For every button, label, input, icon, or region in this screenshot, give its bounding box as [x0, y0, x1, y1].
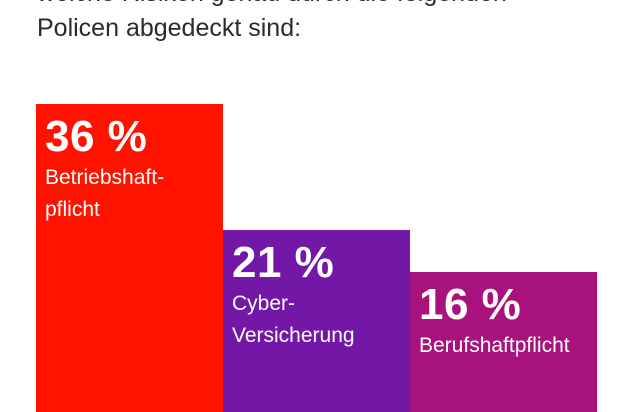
bar-category-label: Berufshaftpflicht	[419, 330, 570, 362]
bar-category-label-line: Berufshaftpflicht	[419, 334, 570, 358]
bar-value-label: 16 %	[419, 280, 522, 330]
bar-3: 16 % Berufshaftpflicht	[410, 272, 597, 412]
bar-category-label: Betriebshaft-pflicht	[45, 162, 164, 226]
bar-2: 21 % Cyber- Versicherung	[223, 230, 410, 412]
bar-category-label-line: Cyber-	[232, 292, 296, 316]
bar-category-label-line: Versicherung	[232, 324, 355, 348]
bar-1: 36 % Betriebshaft-pflicht	[36, 104, 223, 412]
bar-value-label: 21 %	[232, 238, 335, 288]
header-line-2: Policen abgedeckt sind:	[37, 14, 302, 42]
bar-value-label: 36 %	[45, 112, 148, 161]
bar-category-label-line: pflicht	[45, 198, 100, 221]
chart-header: welche Risiken genau durch die folgenden…	[37, 0, 597, 46]
bar-category-label-line: Betriebshaft-	[45, 166, 165, 189]
bar-category-label: Cyber- Versicherung	[232, 288, 355, 352]
header-line-1: welche Risiken genau durch die folgenden	[37, 0, 597, 11]
